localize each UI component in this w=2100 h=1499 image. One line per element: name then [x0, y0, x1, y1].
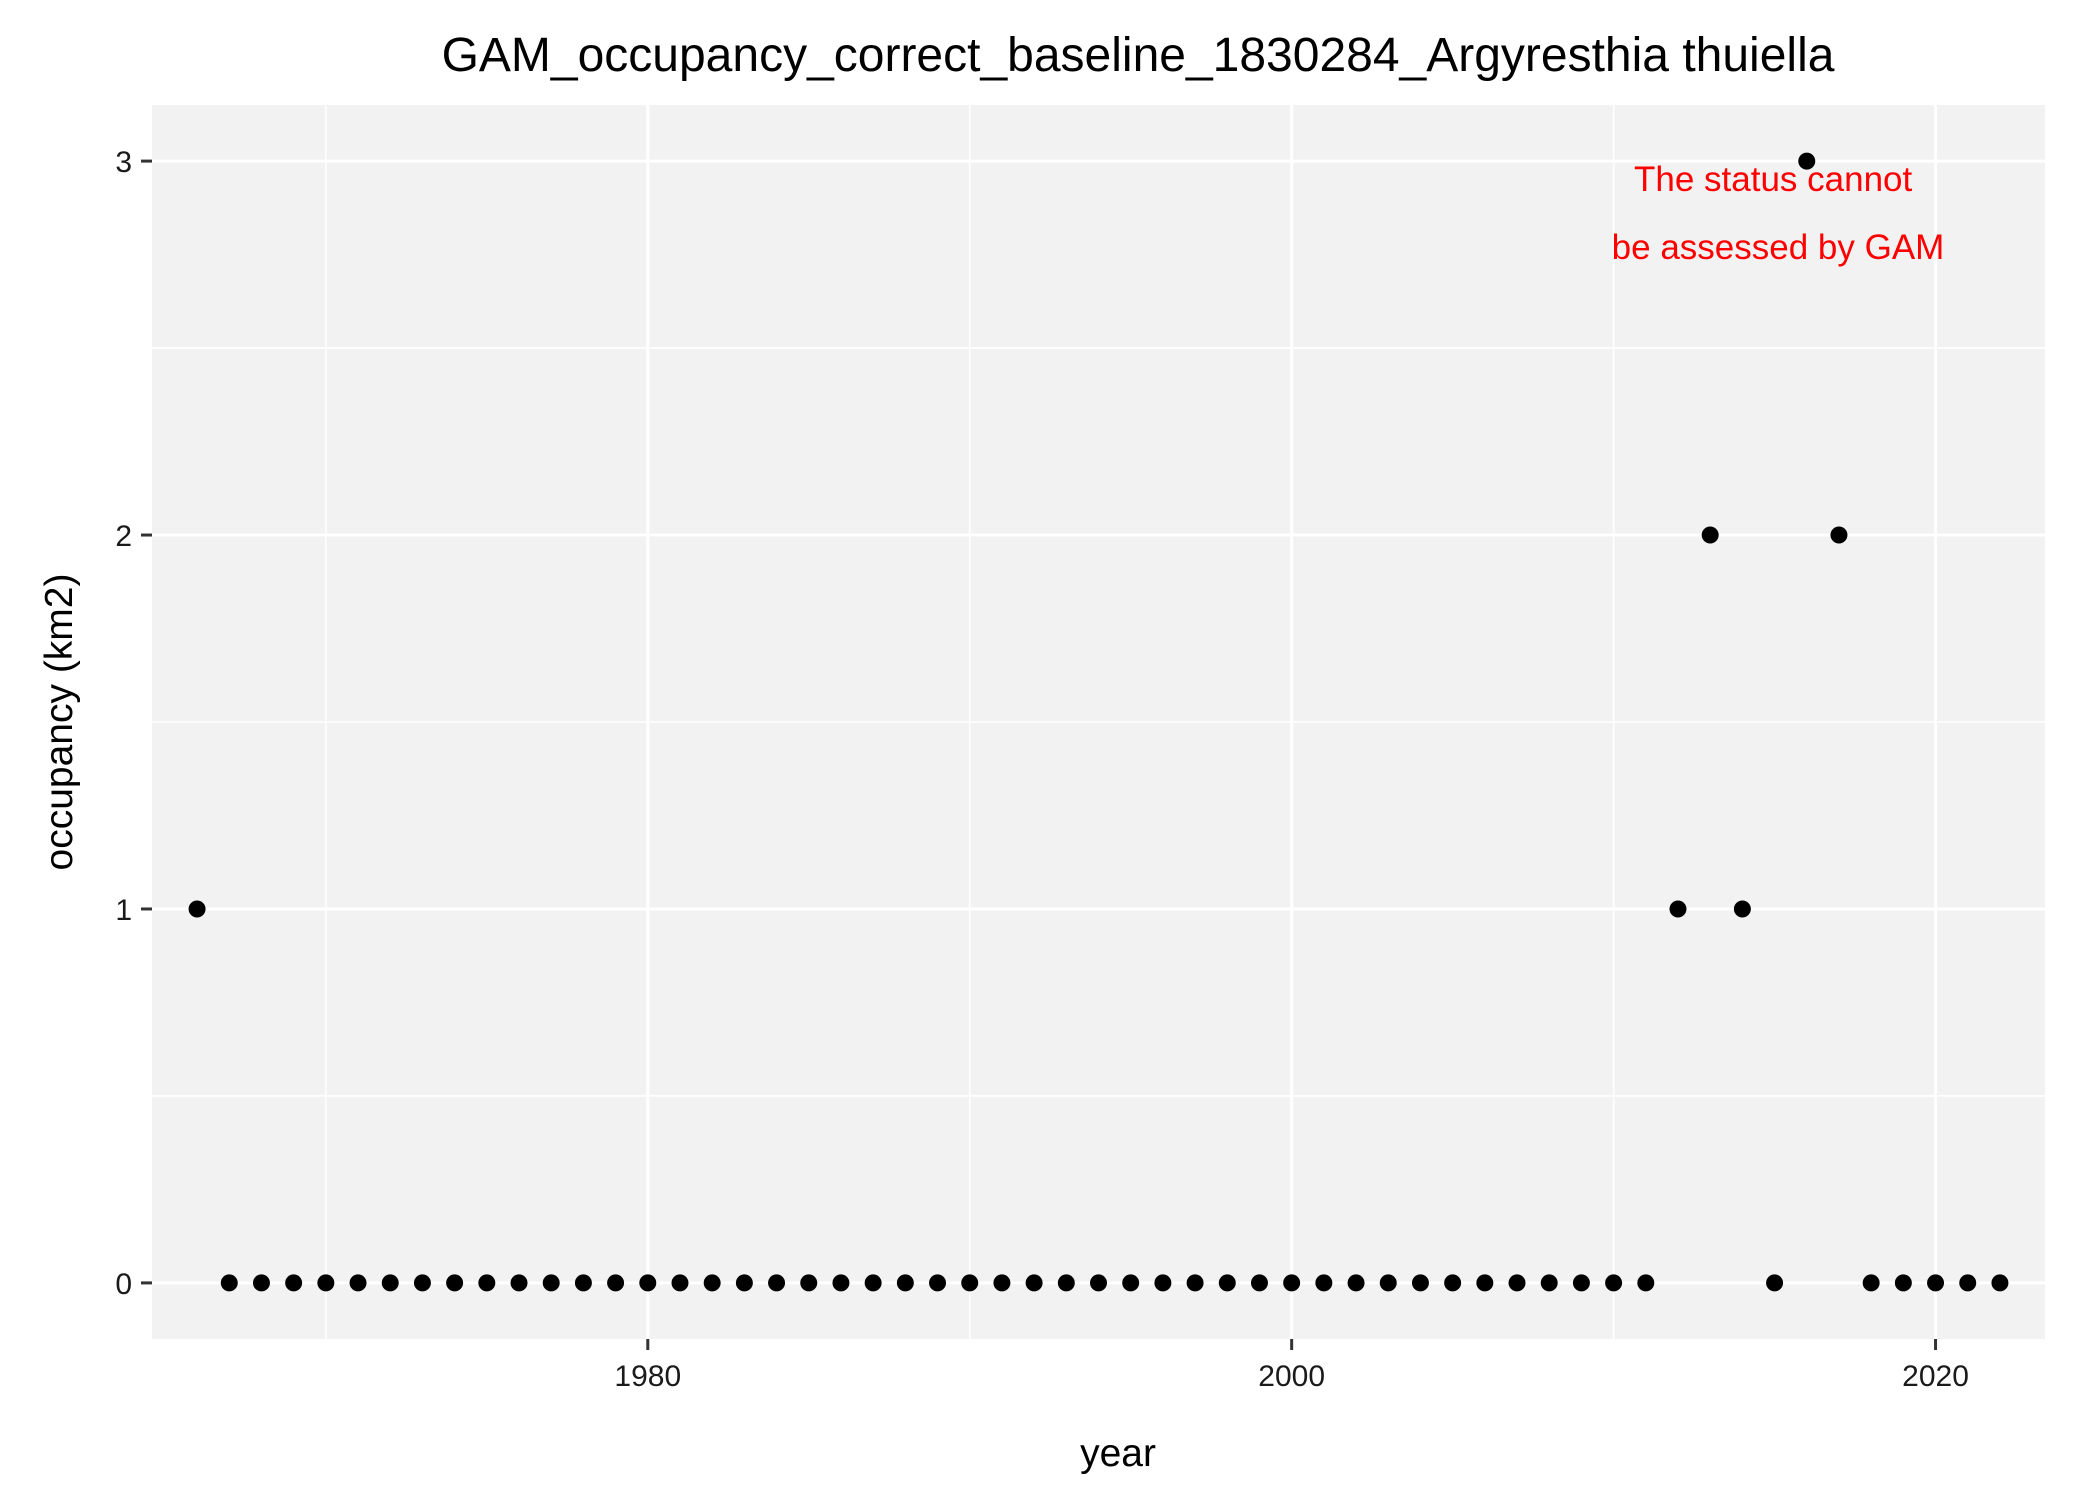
data-point [832, 1274, 850, 1292]
data-point [1057, 1274, 1075, 1292]
data-point [1830, 526, 1848, 544]
data-point [1669, 900, 1687, 918]
y-tick-label: 3 [115, 146, 132, 179]
data-point [929, 1274, 947, 1292]
data-point [1637, 1274, 1655, 1292]
data-point [1733, 900, 1751, 918]
data-point [510, 1274, 528, 1292]
data-point [1605, 1274, 1623, 1292]
data-point [285, 1274, 303, 1292]
data-point [961, 1274, 979, 1292]
data-point [1315, 1274, 1333, 1292]
data-point [671, 1274, 689, 1292]
data-point [1798, 152, 1816, 170]
data-point [413, 1274, 431, 1292]
data-point [1927, 1274, 1945, 1292]
data-point [1411, 1274, 1429, 1292]
data-point [896, 1274, 914, 1292]
data-point [478, 1274, 496, 1292]
y-tick-label: 2 [115, 520, 132, 553]
data-point [188, 900, 206, 918]
y-axis-label: occupancy (km2) [38, 574, 81, 871]
x-tick-label: 2000 [1258, 1360, 1325, 1393]
data-point [1347, 1274, 1365, 1292]
data-point [1862, 1274, 1880, 1292]
y-axis-ticks: 0 1 2 3 [115, 146, 152, 1301]
data-point [542, 1274, 560, 1292]
data-point [252, 1274, 270, 1292]
y-tick-label: 1 [115, 894, 132, 927]
data-point [1218, 1274, 1236, 1292]
data-point [1250, 1274, 1268, 1292]
status-annotation: The status cannot be assessed by GAM [1612, 160, 1945, 267]
grid-minor [152, 105, 2045, 1339]
data-point [1122, 1274, 1140, 1292]
data-point [220, 1274, 238, 1292]
x-tick-label: 1980 [614, 1360, 681, 1393]
x-tick-label: 2020 [1902, 1360, 1969, 1393]
data-point [1508, 1274, 1526, 1292]
y-tick-label: 0 [115, 1268, 132, 1301]
data-point [1154, 1274, 1172, 1292]
data-point [381, 1274, 399, 1292]
data-point [639, 1274, 657, 1292]
data-point [864, 1274, 882, 1292]
data-point [607, 1274, 625, 1292]
data-point [1894, 1274, 1912, 1292]
data-point [993, 1274, 1011, 1292]
data-point [317, 1274, 335, 1292]
x-axis-ticks: 1980 2000 2020 [614, 1339, 1969, 1393]
data-point [1959, 1274, 1977, 1292]
data-point [574, 1274, 592, 1292]
data-point [1476, 1274, 1494, 1292]
data-point [703, 1274, 721, 1292]
data-point [1991, 1274, 2009, 1292]
annotation-line-1: The status cannot [1634, 160, 1912, 199]
data-point [735, 1274, 753, 1292]
data-points [188, 152, 2009, 1292]
annotation-line-2: be assessed by GAM [1612, 228, 1945, 267]
data-point [446, 1274, 464, 1292]
data-point [1701, 526, 1719, 544]
data-point [1186, 1274, 1204, 1292]
data-point [349, 1274, 367, 1292]
x-axis-label: year [1080, 1432, 1156, 1475]
data-point [1572, 1274, 1590, 1292]
data-point [1540, 1274, 1558, 1292]
data-point [1766, 1274, 1784, 1292]
chart-title: GAM_occupancy_correct_baseline_1830284_A… [442, 29, 1835, 82]
data-point [800, 1274, 818, 1292]
data-point [768, 1274, 786, 1292]
data-point [1090, 1274, 1107, 1292]
data-point [1025, 1274, 1043, 1292]
data-point [1283, 1274, 1301, 1292]
data-point [1444, 1274, 1462, 1292]
data-point [1379, 1274, 1397, 1292]
